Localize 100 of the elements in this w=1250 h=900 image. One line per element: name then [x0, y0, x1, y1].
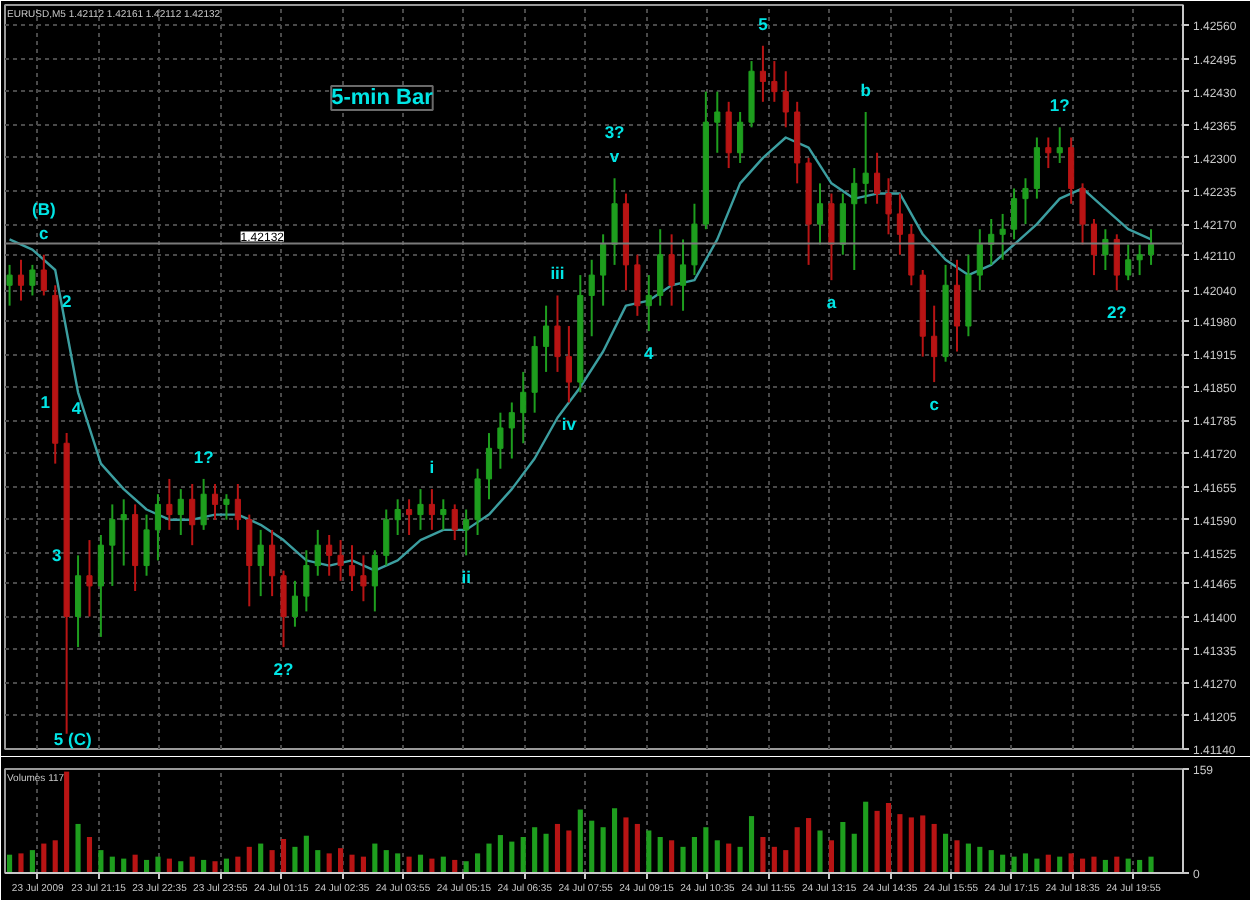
- bar: [520, 837, 526, 873]
- candlestick: [611, 177, 618, 266]
- bar: [75, 823, 81, 873]
- candlestick: [839, 192, 846, 256]
- candlestick: [234, 483, 241, 531]
- bar: [611, 808, 618, 873]
- candlestick: [508, 401, 515, 460]
- bar: [851, 833, 857, 873]
- bar: [486, 843, 492, 873]
- candlestick: [463, 508, 470, 557]
- bar: [623, 817, 629, 873]
- candlestick: [257, 528, 264, 598]
- candlestick: [725, 100, 732, 170]
- bar: [931, 823, 937, 873]
- candlestick: [200, 477, 207, 531]
- annotation: 1?: [193, 446, 214, 467]
- annotation: i: [429, 457, 435, 478]
- bar: [1068, 853, 1074, 873]
- candlestick: [474, 467, 481, 536]
- bar: [1137, 859, 1143, 873]
- candlestick: [29, 263, 36, 297]
- annotation: iii: [550, 263, 565, 284]
- candlestick: [223, 493, 230, 521]
- bar: [783, 850, 789, 873]
- candlestick: [497, 411, 504, 470]
- candlestick: [862, 111, 869, 205]
- annotation: 1: [40, 392, 51, 413]
- annotation: 2: [61, 290, 72, 311]
- candlestick: [1125, 243, 1132, 282]
- candlestick: [1090, 218, 1098, 277]
- bar: [417, 854, 424, 873]
- candlestick: [645, 274, 652, 333]
- candlestick: [976, 228, 983, 292]
- bar: [143, 859, 150, 873]
- candlestick: [177, 488, 184, 536]
- candlestick: [1113, 233, 1120, 292]
- candlestick: [394, 498, 401, 536]
- bar: [828, 840, 834, 873]
- bar: [463, 861, 469, 873]
- candlestick: [1045, 136, 1052, 170]
- candlestick: [851, 167, 858, 271]
- bar: [1045, 854, 1051, 873]
- bar: [338, 848, 344, 873]
- candlestick: [189, 483, 196, 547]
- candlestick: [154, 493, 162, 562]
- bar: [760, 837, 766, 873]
- candlestick: [565, 325, 572, 404]
- bar: [634, 823, 640, 873]
- candlestick: [211, 483, 219, 521]
- annotation: 4: [71, 397, 82, 418]
- bar: [806, 818, 812, 873]
- candlestick: [109, 503, 116, 587]
- bar: [680, 846, 686, 873]
- bar: [395, 853, 401, 873]
- candlestick: [874, 151, 881, 205]
- candlestick: [86, 539, 93, 618]
- bar: [1091, 856, 1097, 873]
- annotation: c: [39, 222, 50, 243]
- candlestick: [1068, 136, 1075, 205]
- bar: [589, 820, 595, 873]
- candlestick: [885, 177, 892, 236]
- candlestick: [371, 549, 378, 613]
- bar: [817, 830, 823, 873]
- annotation: 1?: [1049, 95, 1070, 116]
- bar: [863, 801, 869, 873]
- bar: [452, 859, 458, 873]
- candlestick: [759, 44, 767, 103]
- candlestick: [828, 192, 835, 282]
- annotation: 2?: [1106, 302, 1127, 323]
- bar: [897, 814, 903, 873]
- bar: [954, 840, 960, 873]
- candlestick: [931, 304, 938, 384]
- candlestick: [953, 258, 961, 353]
- candlestick: [246, 513, 253, 608]
- candlestick: [291, 579, 298, 628]
- bar: [657, 837, 663, 873]
- annotation: 2?: [273, 659, 294, 680]
- annotation: 5-min Bar: [331, 86, 435, 110]
- candlestick: [908, 223, 915, 287]
- candlestick: [714, 90, 721, 154]
- bar: [794, 827, 800, 873]
- bar: [178, 861, 184, 873]
- candlestick: [668, 233, 675, 307]
- bar: [349, 854, 355, 873]
- candlestick: [166, 477, 173, 531]
- bar: [577, 809, 583, 873]
- candlestick: [531, 335, 538, 414]
- bar: [943, 833, 949, 873]
- candlestick: [417, 488, 424, 531]
- candlestick: [280, 569, 287, 649]
- bar: [1000, 854, 1006, 873]
- bar: [737, 846, 743, 873]
- annotation: (B): [32, 198, 56, 219]
- candlestick: [269, 528, 276, 598]
- candlestick: [1022, 177, 1029, 226]
- bar: [292, 846, 298, 873]
- candlestick: [1056, 126, 1063, 164]
- candlestick: [691, 202, 698, 277]
- bar: [1102, 859, 1108, 873]
- annotation: a: [826, 292, 837, 313]
